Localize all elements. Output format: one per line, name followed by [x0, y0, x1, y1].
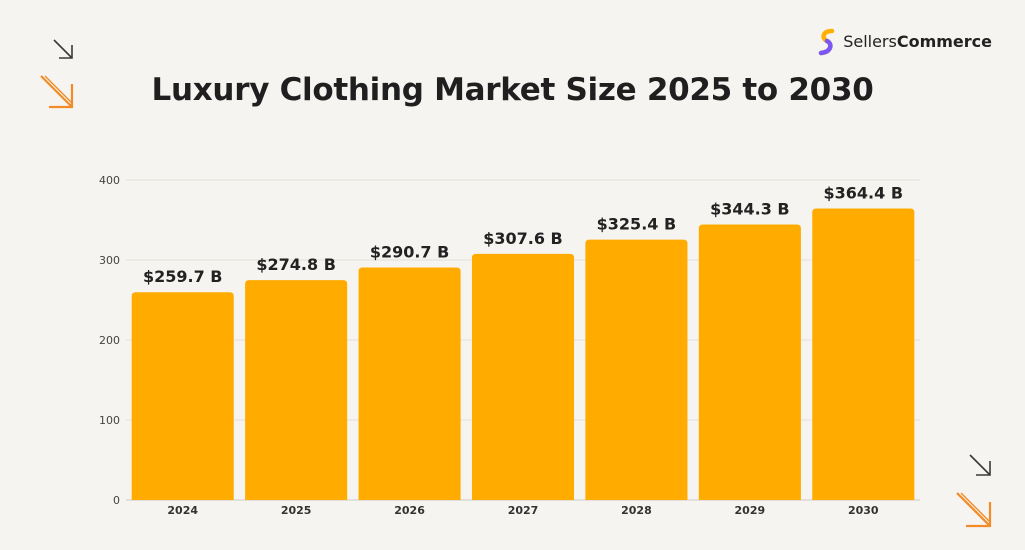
- bar: [698, 224, 801, 500]
- diagonal-arrow-down-right-icon: [53, 39, 73, 59]
- brand-name-light: Sellers: [843, 32, 897, 51]
- diagonal-arrow-down-right-icon: [969, 454, 991, 476]
- data-label: $290.7 B: [370, 242, 450, 261]
- chart-title: Luxury Clothing Market Size 2025 to 2030: [151, 72, 874, 108]
- x-tick-label: 2030: [848, 504, 879, 517]
- diagonal-arrow-down-right-icon: [956, 492, 992, 528]
- sellerscommerce-logo-icon: [818, 28, 835, 56]
- y-tick-label: 0: [113, 494, 120, 507]
- bar: [245, 280, 348, 500]
- data-label: $325.4 B: [597, 215, 677, 234]
- x-tick-label: 2025: [281, 504, 312, 517]
- data-label: $364.4 B: [824, 183, 904, 202]
- y-tick-label: 400: [99, 174, 120, 187]
- x-tick-label: 2027: [508, 504, 539, 517]
- bar: [358, 267, 461, 500]
- diagonal-arrow-down-right-icon: [40, 75, 74, 109]
- bar: [585, 239, 688, 500]
- x-tick-label: 2029: [735, 504, 766, 517]
- x-tick-label: 2026: [394, 504, 425, 517]
- bar: [471, 253, 575, 500]
- brand-name: SellersCommerce: [843, 34, 992, 50]
- y-tick-label: 200: [99, 334, 120, 347]
- data-label: $307.6 B: [483, 229, 563, 248]
- data-label: $274.8 B: [256, 255, 336, 274]
- x-tick-label: 2024: [167, 504, 198, 517]
- data-label: $344.3 B: [710, 200, 790, 219]
- brand-name-bold: Commerce: [896, 32, 992, 51]
- data-label: $259.7 B: [143, 267, 223, 286]
- y-tick-label: 100: [99, 414, 120, 427]
- y-tick-label: 300: [99, 254, 120, 267]
- brand-logo: SellersCommerce: [815, 28, 992, 56]
- bar: [812, 208, 915, 501]
- bar: [131, 292, 234, 500]
- x-tick-label: 2028: [621, 504, 652, 517]
